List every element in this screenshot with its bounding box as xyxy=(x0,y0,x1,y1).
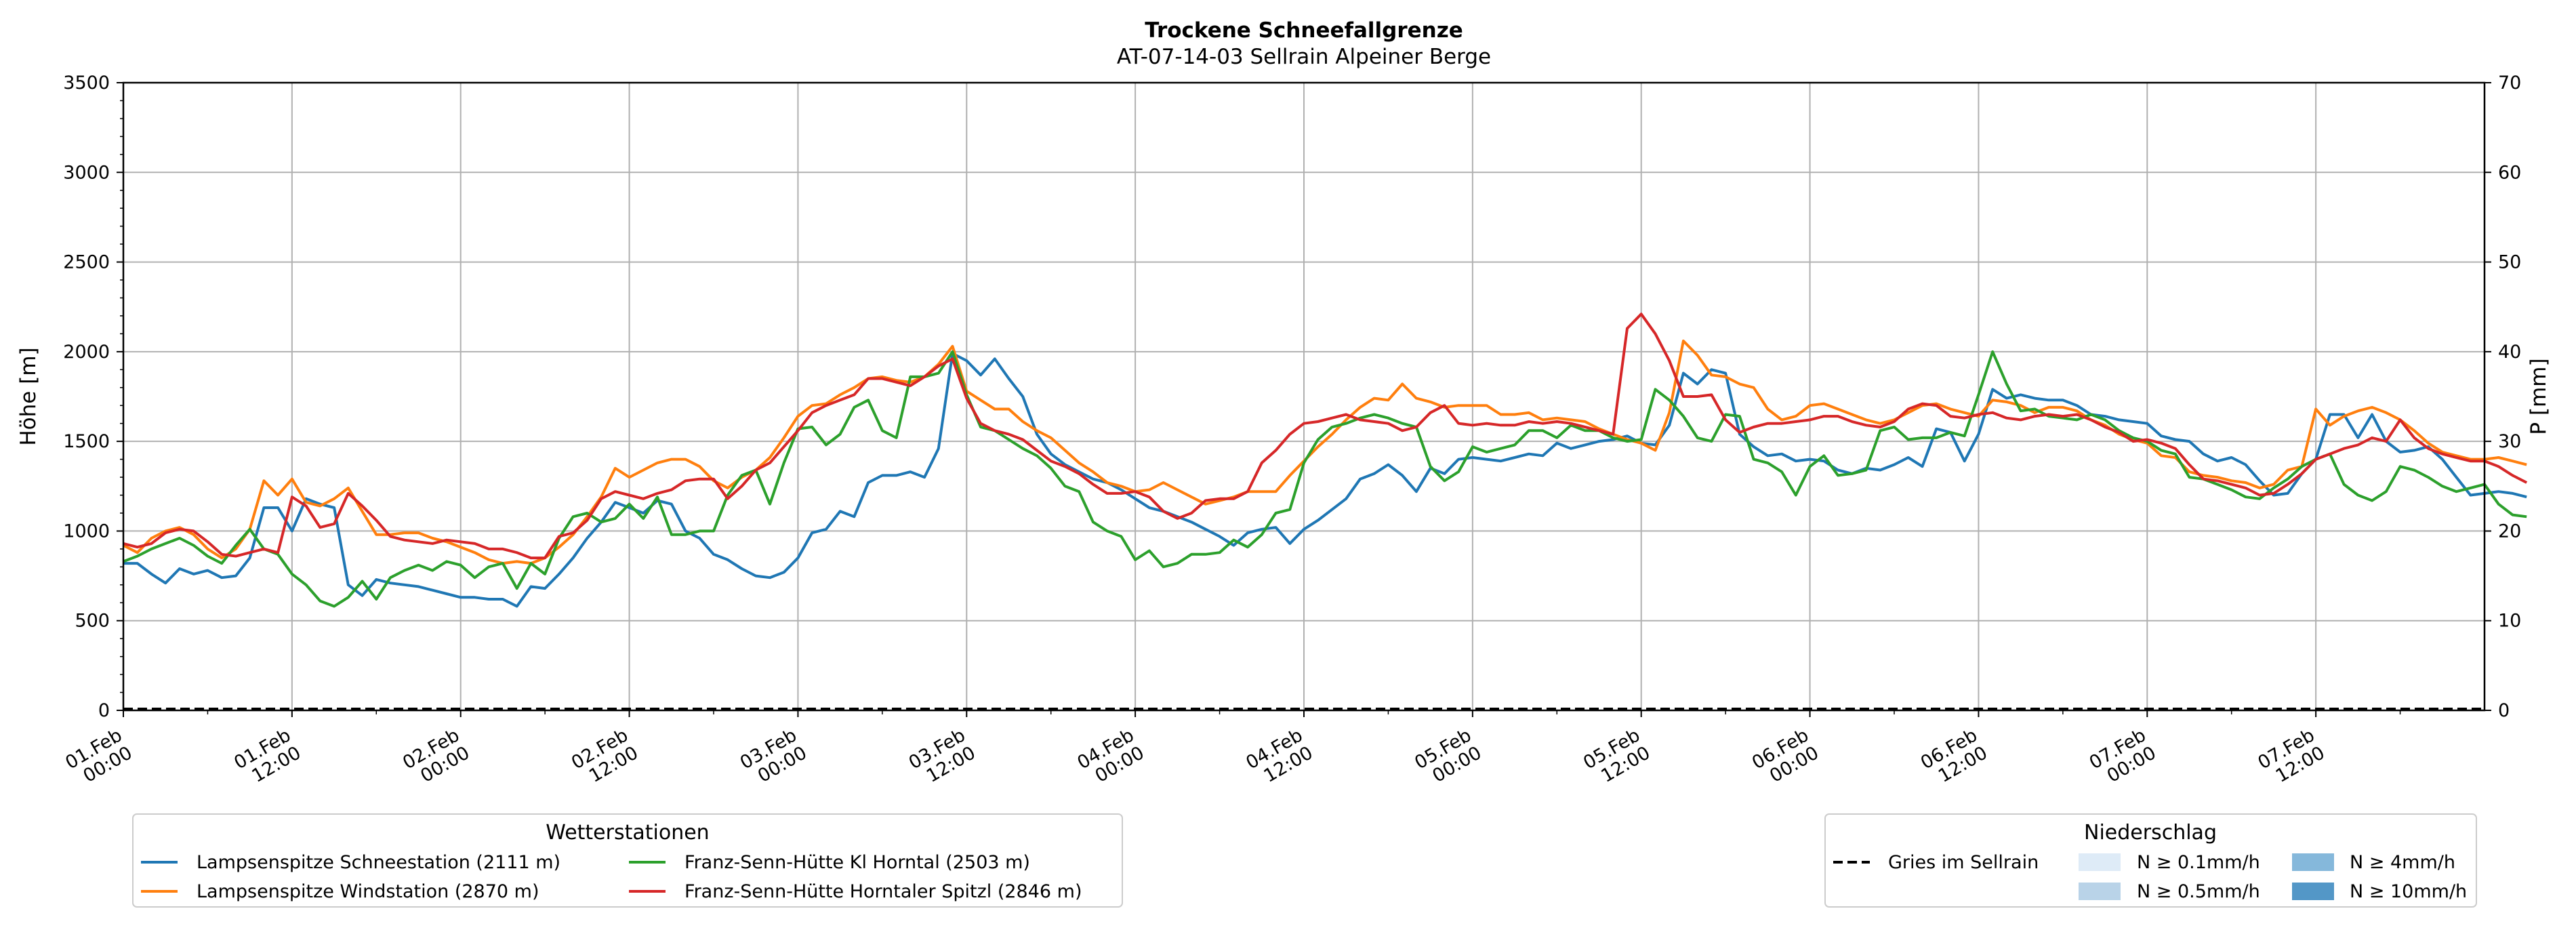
ytick-label-4: 2000 xyxy=(63,342,110,363)
ytick-label-5: 2500 xyxy=(63,252,110,273)
legend-label-precip-2: N ≥ 4mm/h xyxy=(2350,852,2455,873)
legend-precip-title: Niederschlag xyxy=(2084,821,2217,845)
ytick-label-0: 0 xyxy=(98,700,110,721)
legend-label-precip-0: N ≥ 0.1mm/h xyxy=(2137,852,2260,873)
ytick-label-2: 1000 xyxy=(63,521,110,542)
legend-label-series-1: Lampsenspitze Windstation (2870 m) xyxy=(197,881,539,902)
y2tick-label-5: 50 xyxy=(2498,252,2521,273)
legend-stations: Wetterstationen Lampsenspitze Schneestat… xyxy=(132,813,1123,908)
ytick-label-6: 3000 xyxy=(63,162,110,183)
legend-label-precip-1: N ≥ 0.5mm/h xyxy=(2137,881,2260,902)
y2tick-label-7: 70 xyxy=(2498,73,2521,94)
chart-title: Trockene Schneefallgrenze xyxy=(1145,18,1463,43)
ytick-label-3: 1500 xyxy=(63,431,110,452)
legend-precipitation: Niederschlag Gries im Sellrain N ≥ 0.1mm… xyxy=(1824,813,2477,908)
ytick-label-7: 3500 xyxy=(63,73,110,94)
legend-label-series-2: Franz-Senn-Hütte Kl Horntal (2503 m) xyxy=(684,852,1030,873)
series-line-2 xyxy=(123,350,2527,608)
legend-swatch-precip-1 xyxy=(2079,883,2121,900)
y2tick-label-4: 40 xyxy=(2498,342,2521,363)
y2tick-label-1: 10 xyxy=(2498,611,2521,632)
series-line-3 xyxy=(123,312,2528,560)
legend-label-gries: Gries im Sellrain xyxy=(1888,852,2039,873)
series-line-0 xyxy=(123,352,2527,608)
legend-swatch-precip-3 xyxy=(2292,883,2334,900)
chart-subtitle: AT-07-14-03 Sellrain Alpeiner Berge xyxy=(1117,45,1491,69)
ytick-label-1: 500 xyxy=(75,611,110,632)
legend-label-series-0: Lampsenspitze Schneestation (2111 m) xyxy=(197,852,560,873)
legend-swatch-precip-0 xyxy=(2079,853,2121,871)
legend-swatch-precip-2 xyxy=(2292,853,2334,871)
y2tick-label-3: 30 xyxy=(2498,431,2521,452)
legend-label-series-3: Franz-Senn-Hütte Horntaler Spitzl (2846 … xyxy=(684,881,1082,902)
y2tick-label-2: 20 xyxy=(2498,521,2521,542)
left-axis: 0 500 1000 1500 2000 2500 3000 3500 xyxy=(63,73,123,721)
legend-label-precip-3: N ≥ 10mm/h xyxy=(2350,881,2467,902)
y-axis-label: Höhe [m] xyxy=(16,347,41,445)
right-axis: 0 10 20 30 40 50 60 70 xyxy=(2485,73,2521,721)
legend-stations-title: Wetterstationen xyxy=(546,821,709,845)
y2-axis-label: P [mm] xyxy=(2527,358,2551,434)
y2tick-label-0: 0 xyxy=(2498,700,2510,721)
legend-stations-box xyxy=(132,813,1123,908)
y2tick-label-6: 60 xyxy=(2498,162,2521,183)
series-lines xyxy=(123,312,2528,608)
